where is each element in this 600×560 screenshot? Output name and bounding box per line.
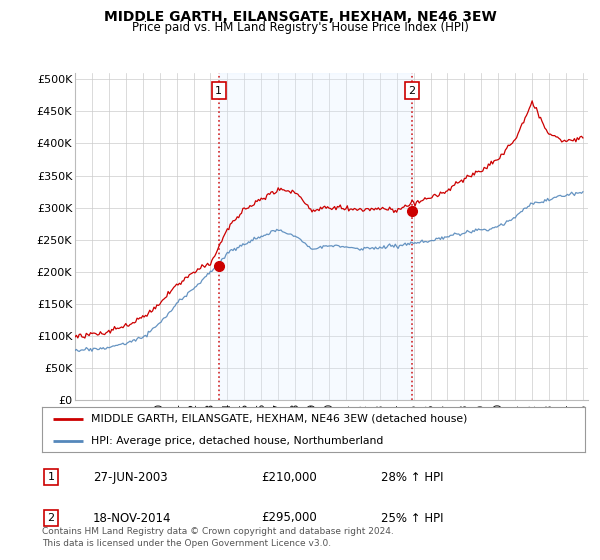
Text: Contains HM Land Registry data © Crown copyright and database right 2024.
This d: Contains HM Land Registry data © Crown c… [42,527,394,548]
Text: MIDDLE GARTH, EILANSGATE, HEXHAM, NE46 3EW (detached house): MIDDLE GARTH, EILANSGATE, HEXHAM, NE46 3… [91,414,467,424]
Text: 27-JUN-2003: 27-JUN-2003 [93,470,167,484]
Text: MIDDLE GARTH, EILANSGATE, HEXHAM, NE46 3EW: MIDDLE GARTH, EILANSGATE, HEXHAM, NE46 3… [104,10,496,24]
Text: Price paid vs. HM Land Registry's House Price Index (HPI): Price paid vs. HM Land Registry's House … [131,21,469,34]
Text: 2: 2 [47,513,55,523]
Text: 2: 2 [408,86,415,96]
Text: 28% ↑ HPI: 28% ↑ HPI [381,470,443,484]
Bar [219,73,412,400]
Text: £295,000: £295,000 [261,511,317,525]
Text: £210,000: £210,000 [261,470,317,484]
Text: HPI: Average price, detached house, Northumberland: HPI: Average price, detached house, Nort… [91,436,383,446]
Text: 1: 1 [47,472,55,482]
Text: 18-NOV-2014: 18-NOV-2014 [93,511,172,525]
Text: 25% ↑ HPI: 25% ↑ HPI [381,511,443,525]
Text: 1: 1 [215,86,222,96]
